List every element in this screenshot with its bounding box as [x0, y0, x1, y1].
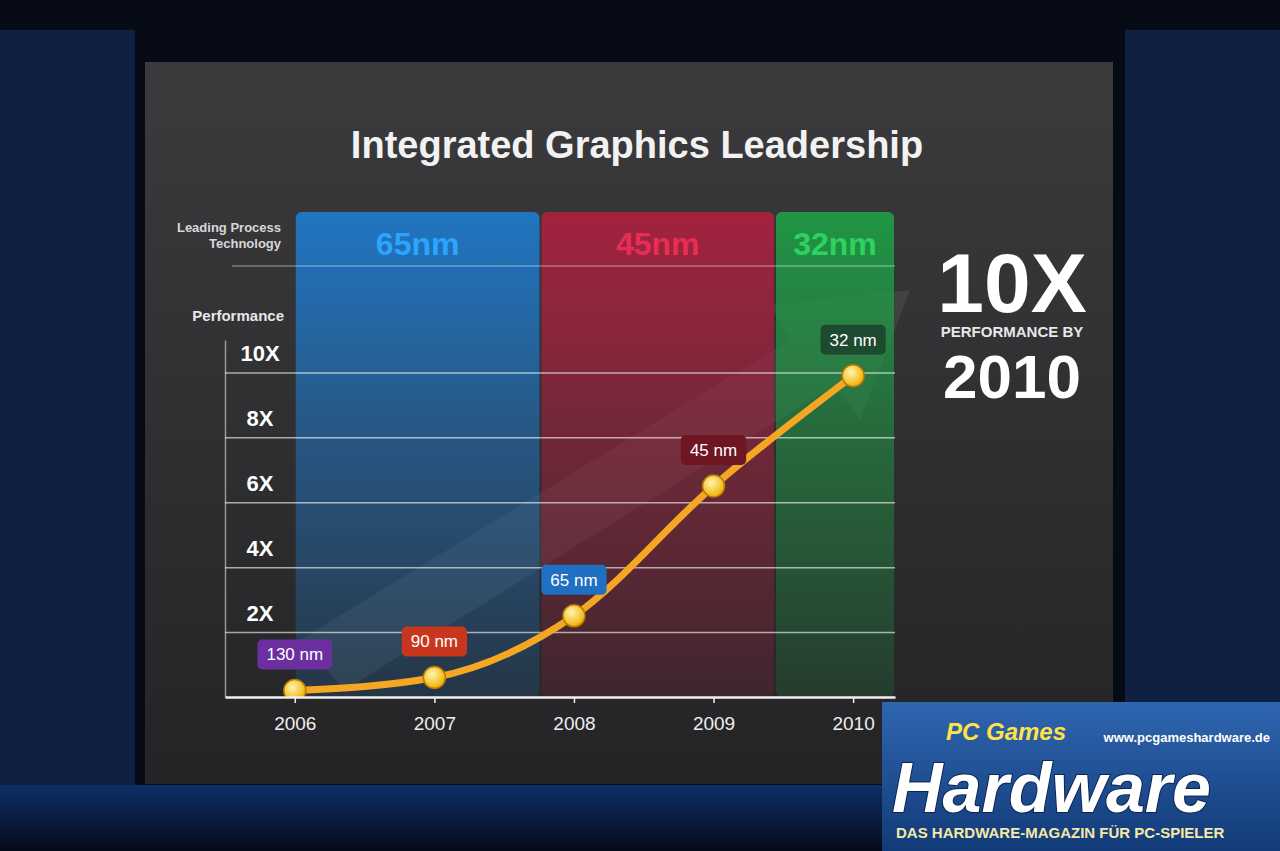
plot-area	[284, 365, 864, 697]
watermark-tagline: DAS HARDWARE-MAGAZIN FÜR PC-SPIELER	[896, 824, 1224, 841]
annotation-year: 2010	[943, 342, 1081, 411]
screen	[145, 62, 1113, 784]
y-tick-label: 2X	[247, 601, 274, 626]
process-band-label: 45nm	[616, 226, 700, 262]
watermark-brand: Hardware	[892, 749, 1211, 827]
y-tick-label: 8X	[247, 406, 274, 431]
annotation-text: PERFORMANCE BY	[941, 323, 1084, 340]
point-label-box	[821, 325, 886, 355]
y-axis: 2X 4X 6X 8X 10X	[225, 341, 895, 698]
x-tick-mark	[713, 697, 715, 703]
point-label-box	[402, 627, 467, 657]
y-tick: 6X	[225, 471, 895, 503]
process-band	[776, 212, 894, 697]
data-point	[842, 365, 864, 387]
y-tick-label: 6X	[247, 471, 274, 496]
point-label: 65 nm	[541, 565, 606, 595]
x-axis-line	[226, 696, 896, 699]
x-tick-mark	[434, 697, 436, 703]
process-band-label: 65nm	[376, 226, 460, 262]
x-tick: 2008	[553, 697, 595, 734]
x-tick-mark	[295, 697, 297, 703]
y-tick: 4X	[225, 536, 895, 568]
y-tick-label: 4X	[247, 536, 274, 561]
x-tick-mark	[574, 697, 576, 703]
grid-line	[225, 372, 895, 374]
process-band	[296, 212, 540, 697]
process-band	[541, 212, 774, 697]
watermark-background	[882, 702, 1280, 851]
x-tick: 2006	[274, 697, 316, 734]
data-point	[563, 605, 585, 627]
slide-photo: Integrated Graphics Leadership 65nm 45nm 32…	[0, 0, 1280, 851]
y-tick: 10X	[225, 341, 895, 373]
annotation-headline: 10X	[937, 236, 1086, 330]
point-label-box	[541, 565, 606, 595]
point-label-box	[257, 640, 332, 670]
band-separator	[232, 265, 895, 267]
point-label: 45 nm	[681, 435, 746, 465]
chart-title: Integrated Graphics Leadership	[351, 124, 923, 166]
process-band-label: 32nm	[793, 226, 877, 262]
x-axis: 2006 2007 2008 2009 2010	[226, 697, 896, 734]
point-label: 90 nm	[402, 627, 467, 657]
watermark: www.pcgameshardware.de PC Games HardwareDA…	[882, 702, 1280, 851]
y-tick-label: 10X	[240, 341, 279, 366]
stage-panel-right	[1125, 30, 1280, 800]
data-point	[284, 680, 306, 697]
grid-line	[225, 632, 895, 634]
x-tick-label: 2008	[553, 713, 595, 734]
watermark-url: www.pcgameshardware.de	[1103, 730, 1270, 745]
stage-panel-left	[0, 30, 135, 800]
y-axis-title: Performance	[192, 307, 284, 324]
y-axis-line	[225, 341, 227, 698]
x-tick-label: 2007	[414, 713, 456, 734]
grid-line	[225, 437, 895, 439]
process-bands: 65nm 45nm 32nm	[296, 212, 894, 697]
x-tick-mark	[853, 697, 855, 703]
performance-line	[295, 376, 853, 691]
x-tick-label: 2010	[832, 713, 874, 734]
x-tick-label: 2009	[693, 713, 735, 734]
point-label: 32 nm	[821, 325, 886, 355]
point-label: 130 nm	[257, 640, 332, 670]
point-label-text: 90 nm	[411, 632, 458, 651]
band-row-label: Leading ProcessTechnology	[177, 220, 282, 251]
point-label-text: 45 nm	[690, 441, 737, 460]
point-label-box	[681, 435, 746, 465]
stage-background	[0, 0, 1280, 851]
point-label-text: 65 nm	[550, 571, 597, 590]
point-labels: 130 nm 90 nm 65 nm 45 nm 32 nm	[257, 325, 885, 670]
point-label-text: 32 nm	[830, 331, 877, 350]
x-tick-label: 2006	[274, 713, 316, 734]
x-tick: 2010	[832, 697, 874, 734]
watermark-brand-top: PC Games	[946, 718, 1066, 745]
data-point	[423, 667, 445, 689]
data-point	[703, 475, 725, 497]
x-tick: 2007	[414, 697, 456, 734]
grid-line	[225, 502, 895, 504]
x-tick: 2009	[693, 697, 735, 734]
point-label-text: 130 nm	[266, 645, 323, 664]
